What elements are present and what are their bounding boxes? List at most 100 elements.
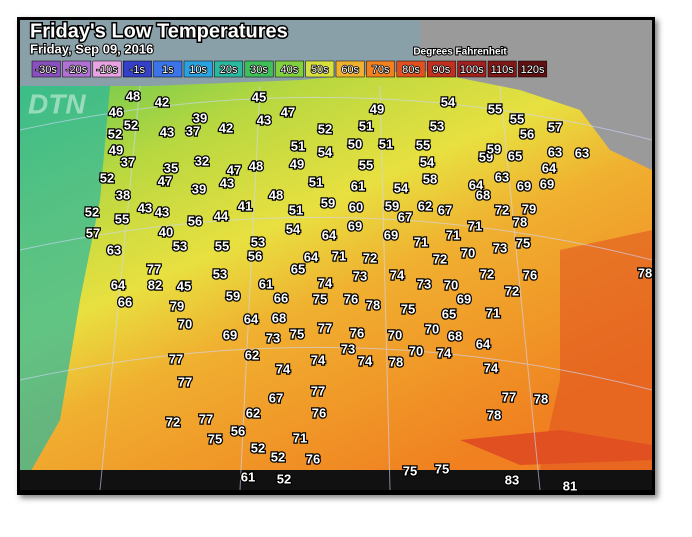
pacific: [20, 86, 110, 490]
temperature: 37: [186, 123, 200, 138]
temperature: 44: [214, 208, 229, 223]
temperature: 55: [488, 101, 502, 116]
temperature: 53: [173, 238, 187, 253]
temperature: 66: [274, 290, 288, 305]
temperature: 81: [563, 478, 577, 493]
temperature: 72: [480, 266, 494, 281]
temperature: 61: [241, 469, 255, 484]
temperature: 73: [353, 268, 367, 283]
legend-label: -20s: [66, 64, 88, 76]
temperature: 43: [257, 112, 271, 127]
date: Friday, Sep 09, 2016: [30, 41, 153, 56]
legend-swatch: [426, 60, 456, 78]
temperature: 72: [363, 250, 377, 265]
temperature: 69: [540, 176, 554, 191]
temperature: 55: [115, 211, 129, 226]
legend-swatch: [487, 60, 517, 78]
temperature: 78: [389, 354, 403, 369]
temperature: 69: [348, 218, 362, 233]
temperature: 74: [276, 361, 291, 376]
temperature: 52: [124, 117, 138, 132]
temperature: 73: [266, 330, 280, 345]
legend-label: -1s: [130, 64, 146, 76]
legend-swatch: [122, 60, 152, 78]
temperature: 74: [318, 275, 333, 290]
temperature: 72: [433, 251, 447, 266]
temperature: 78: [534, 391, 548, 406]
temperature: 74: [358, 353, 373, 368]
temperature: 63: [575, 145, 589, 160]
temperature: 40: [159, 224, 173, 239]
temperature: 79: [170, 298, 184, 313]
temperature: 75: [290, 326, 304, 341]
temperature: 67: [438, 202, 452, 217]
legend-swatch: [31, 60, 61, 78]
temperature: 65: [442, 306, 456, 321]
temperature: 61: [259, 276, 273, 291]
temperature: 64: [542, 160, 557, 175]
temperature: 49: [370, 101, 384, 116]
legend-swatch: [244, 60, 274, 78]
temperature: 62: [418, 198, 432, 213]
temperature: 70: [425, 321, 439, 336]
legend-label: 80s: [402, 64, 420, 76]
temperature: 59: [321, 195, 335, 210]
temperature: 75: [516, 235, 530, 250]
temperature: 55: [416, 137, 430, 152]
temperature: 69: [223, 327, 237, 342]
temperature: 75: [435, 461, 449, 476]
temperature: 71: [446, 227, 460, 242]
temperature: 57: [86, 225, 100, 240]
logo: DTN: [28, 88, 86, 119]
temperature: 77: [199, 411, 213, 426]
temperature: 56: [188, 213, 202, 228]
legend-label: 120s: [521, 64, 545, 76]
temperature: 43: [138, 200, 152, 215]
temperature: 56: [520, 126, 534, 141]
temperature: 54: [441, 94, 456, 109]
temperature: 64: [469, 177, 484, 192]
temperature: 51: [291, 138, 305, 153]
temperature: 52: [108, 126, 122, 141]
temperature: 78: [366, 297, 380, 312]
temperature: 43: [160, 124, 174, 139]
legend-label: 30s: [250, 64, 268, 76]
temperature: 68: [272, 310, 286, 325]
temperature: 83: [505, 472, 519, 487]
temperature: 53: [251, 234, 265, 249]
temperature: 67: [398, 209, 412, 224]
temperature: 70: [178, 316, 192, 331]
temperature: 75: [401, 301, 415, 316]
legend-swatch: [396, 60, 426, 78]
temperature: 53: [430, 118, 444, 133]
temperature: 64: [111, 277, 126, 292]
temperature: 70: [444, 277, 458, 292]
temperature: 76: [523, 267, 537, 282]
temperature: 55: [215, 238, 229, 253]
temperature: 39: [193, 110, 207, 125]
legend-swatch: [457, 60, 487, 78]
temperature: 54: [394, 180, 409, 195]
temperature: 71: [468, 218, 482, 233]
temperature: 70: [409, 343, 423, 358]
temperature: 66: [118, 294, 132, 309]
legend-label: 60s: [341, 64, 359, 76]
temperature: 39: [192, 181, 206, 196]
temperature: 78: [487, 407, 501, 422]
temperature: 62: [245, 347, 259, 362]
temperature: 59: [385, 198, 399, 213]
temperature: 70: [461, 245, 475, 260]
temperature: 48: [269, 187, 283, 202]
temperature: 73: [417, 276, 431, 291]
temperature: 77: [311, 383, 325, 398]
temperature: 47: [227, 162, 241, 177]
temperature: 67: [269, 390, 283, 405]
temperature: 71: [293, 430, 307, 445]
legend-swatch: [153, 60, 183, 78]
temperature: 64: [476, 336, 491, 351]
temperature: 57: [548, 119, 562, 134]
temperature: 76: [306, 451, 320, 466]
temperature: 71: [486, 305, 500, 320]
cuba: [460, 430, 652, 465]
